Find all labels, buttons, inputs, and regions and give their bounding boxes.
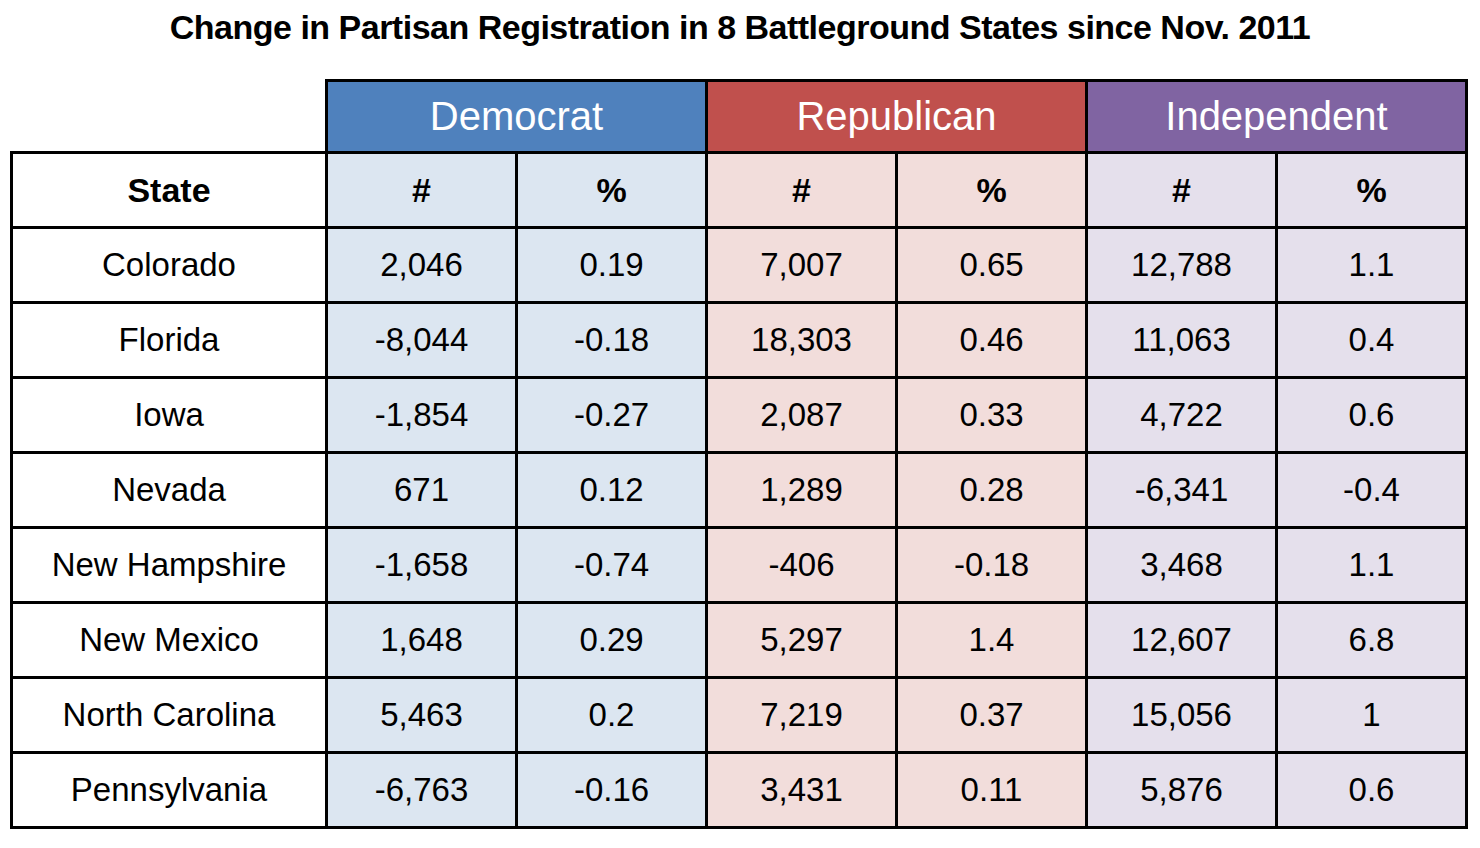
democrat-number-cell: -1,658 [327,528,517,603]
independent-number-cell: 5,876 [1087,753,1277,828]
democrat-number-cell: 1,648 [327,603,517,678]
independent-percent-cell: 6.8 [1277,603,1467,678]
group-header-independent: Independent [1087,81,1467,153]
democrat-percent-cell: 0.19 [517,228,707,303]
republican-percent-cell: 0.33 [897,378,1087,453]
table-row: New Hampshire -1,658 -0.74 -406 -0.18 3,… [12,528,1467,603]
partisan-registration-table: Democrat Republican Independent State # … [10,79,1468,829]
table-row: Iowa -1,854 -0.27 2,087 0.33 4,722 0.6 [12,378,1467,453]
table-row: Colorado 2,046 0.19 7,007 0.65 12,788 1.… [12,228,1467,303]
independent-number-cell: 12,607 [1087,603,1277,678]
republican-number-cell: 18,303 [707,303,897,378]
republican-percent-cell: 1.4 [897,603,1087,678]
republican-number-cell: 1,289 [707,453,897,528]
republican-percent-cell: 0.11 [897,753,1087,828]
independent-percent-cell: 1.1 [1277,528,1467,603]
column-header-state: State [12,153,327,228]
democrat-number-cell: 671 [327,453,517,528]
table-row: North Carolina 5,463 0.2 7,219 0.37 15,0… [12,678,1467,753]
independent-percent-cell: 1.1 [1277,228,1467,303]
republican-number-cell: -406 [707,528,897,603]
independent-percent-cell: -0.4 [1277,453,1467,528]
democrat-number-cell: -6,763 [327,753,517,828]
democrat-percent-cell: 0.2 [517,678,707,753]
independent-percent-cell: 0.6 [1277,753,1467,828]
democrat-number-cell: 2,046 [327,228,517,303]
state-name: Florida [12,303,327,378]
state-name: New Mexico [12,603,327,678]
democrat-number-cell: 5,463 [327,678,517,753]
democrat-percent-cell: 0.12 [517,453,707,528]
republican-number-cell: 5,297 [707,603,897,678]
independent-number-cell: 15,056 [1087,678,1277,753]
page-title: Change in Partisan Registration in 8 Bat… [0,0,1480,47]
state-name: North Carolina [12,678,327,753]
group-header-republican: Republican [707,81,1087,153]
state-name: Nevada [12,453,327,528]
independent-number-cell: -6,341 [1087,453,1277,528]
independent-percent-cell: 0.6 [1277,378,1467,453]
independent-number-cell: 4,722 [1087,378,1277,453]
column-header-republican-percent: % [897,153,1087,228]
column-header-independent-number: # [1087,153,1277,228]
democrat-percent-cell: -0.18 [517,303,707,378]
democrat-percent-cell: -0.16 [517,753,707,828]
group-header-row: Democrat Republican Independent [12,81,1467,153]
page: Change in Partisan Registration in 8 Bat… [0,0,1480,848]
republican-number-cell: 2,087 [707,378,897,453]
independent-number-cell: 3,468 [1087,528,1277,603]
republican-number-cell: 3,431 [707,753,897,828]
democrat-number-cell: -8,044 [327,303,517,378]
republican-number-cell: 7,219 [707,678,897,753]
column-header-row: State # % # % # % [12,153,1467,228]
table-row: Pennsylvania -6,763 -0.16 3,431 0.11 5,8… [12,753,1467,828]
state-name: Pennsylvania [12,753,327,828]
state-name: New Hampshire [12,528,327,603]
column-header-democrat-number: # [327,153,517,228]
corner-spacer [12,81,327,153]
republican-percent-cell: -0.18 [897,528,1087,603]
table-row: Florida -8,044 -0.18 18,303 0.46 11,063 … [12,303,1467,378]
independent-number-cell: 11,063 [1087,303,1277,378]
independent-number-cell: 12,788 [1087,228,1277,303]
democrat-percent-cell: -0.74 [517,528,707,603]
republican-percent-cell: 0.28 [897,453,1087,528]
column-header-independent-percent: % [1277,153,1467,228]
republican-percent-cell: 0.37 [897,678,1087,753]
state-name: Colorado [12,228,327,303]
independent-percent-cell: 1 [1277,678,1467,753]
democrat-percent-cell: 0.29 [517,603,707,678]
state-name: Iowa [12,378,327,453]
republican-percent-cell: 0.46 [897,303,1087,378]
table-row: New Mexico 1,648 0.29 5,297 1.4 12,607 6… [12,603,1467,678]
democrat-number-cell: -1,854 [327,378,517,453]
column-header-democrat-percent: % [517,153,707,228]
republican-percent-cell: 0.65 [897,228,1087,303]
republican-number-cell: 7,007 [707,228,897,303]
group-header-democrat: Democrat [327,81,707,153]
column-header-republican-number: # [707,153,897,228]
democrat-percent-cell: -0.27 [517,378,707,453]
table-row: Nevada 671 0.12 1,289 0.28 -6,341 -0.4 [12,453,1467,528]
independent-percent-cell: 0.4 [1277,303,1467,378]
